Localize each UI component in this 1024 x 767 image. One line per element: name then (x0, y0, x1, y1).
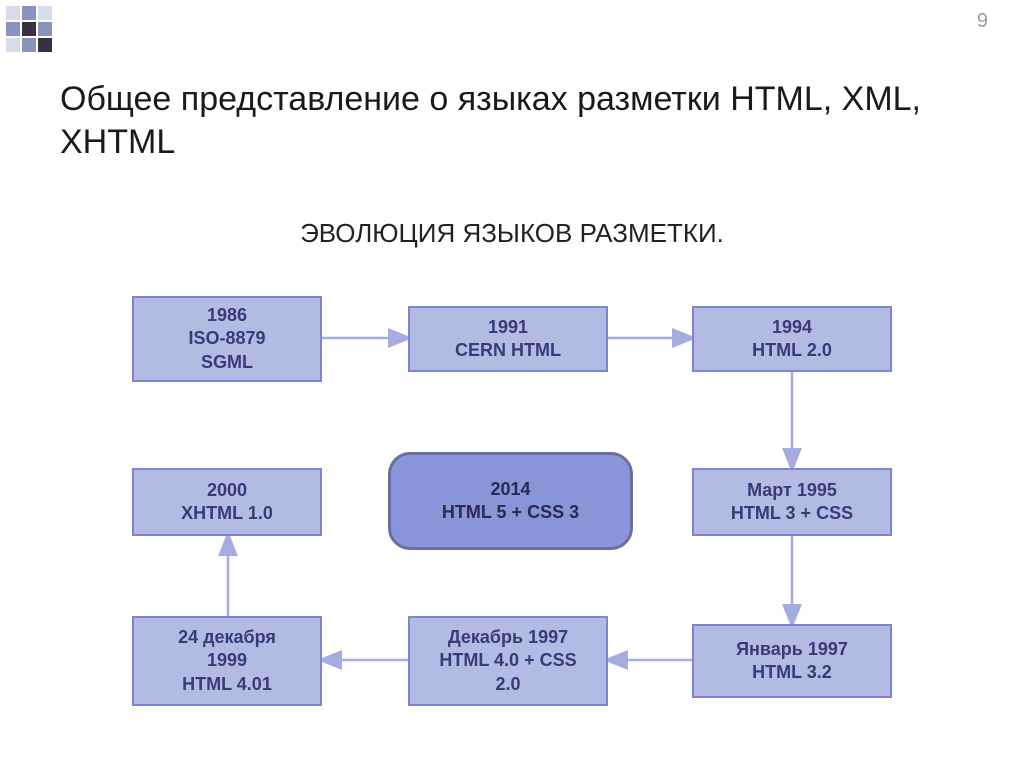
node-xhtml: 2000XHTML 1.0 (132, 468, 322, 536)
flowchart-diagram: 1986ISO-8879SGML 1991CERN HTML 1994HTML 2.… (0, 0, 1024, 767)
node-label: Март 1995HTML 3 + CSS (731, 479, 853, 526)
node-label: 1986ISO-8879SGML (188, 304, 265, 374)
node-html32: Январь 1997HTML 3.2 (692, 624, 892, 698)
node-label: Декабрь 1997HTML 4.0 + CSS2.0 (439, 626, 576, 696)
node-label: 1994HTML 2.0 (752, 316, 832, 363)
node-html5: 2014HTML 5 + CSS 3 (388, 452, 633, 550)
node-label: 2014HTML 5 + CSS 3 (442, 478, 579, 525)
node-label: Январь 1997HTML 3.2 (736, 638, 848, 685)
node-label: 2000XHTML 1.0 (181, 479, 273, 526)
node-label: 24 декабря1999HTML 4.01 (178, 626, 276, 696)
node-sgml: 1986ISO-8879SGML (132, 296, 322, 382)
node-html3: Март 1995HTML 3 + CSS (692, 468, 892, 536)
node-html401: 24 декабря1999HTML 4.01 (132, 616, 322, 706)
node-html40: Декабрь 1997HTML 4.0 + CSS2.0 (408, 616, 608, 706)
node-label: 1991CERN HTML (455, 316, 561, 363)
node-cern: 1991CERN HTML (408, 306, 608, 372)
node-html2: 1994HTML 2.0 (692, 306, 892, 372)
